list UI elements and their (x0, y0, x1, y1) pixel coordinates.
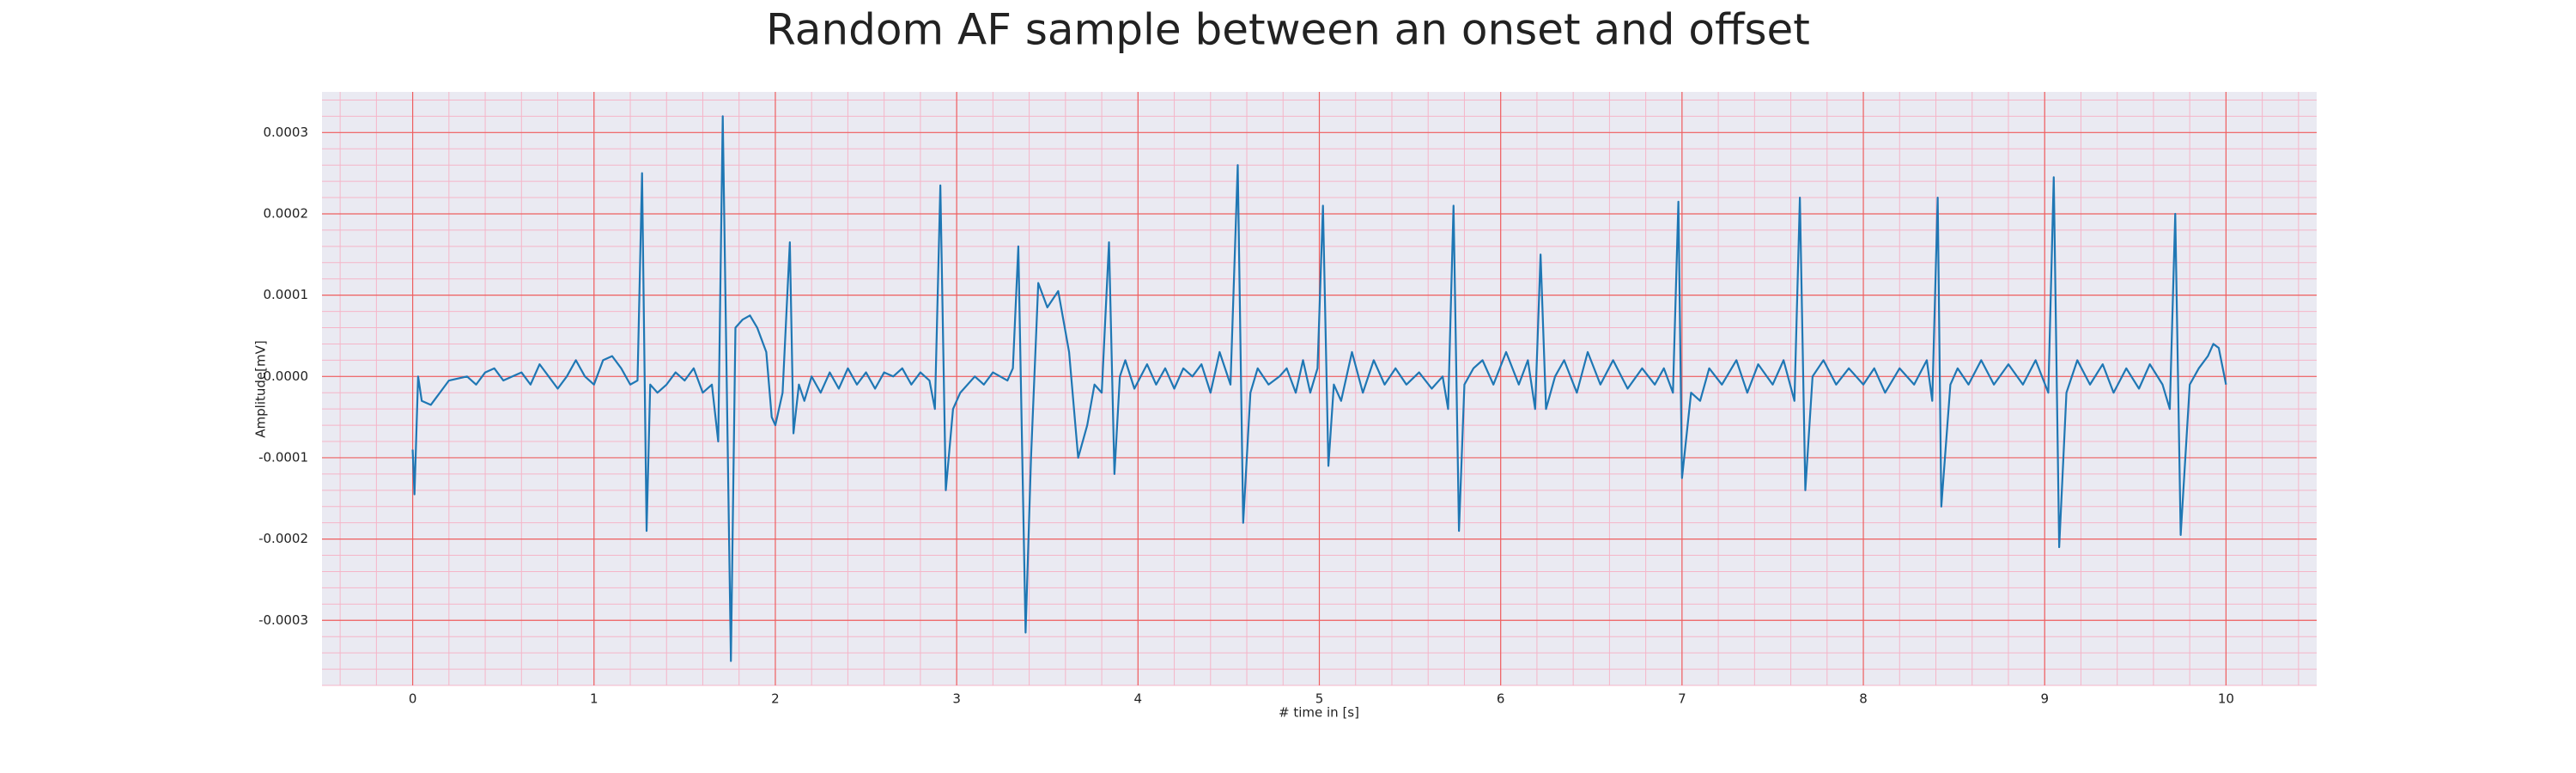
y-tick-label: 0.0003 (264, 125, 309, 140)
x-tick-label: 0 (409, 691, 417, 707)
signal-line (411, 115, 2227, 662)
x-tick-label: 6 (1497, 691, 1505, 707)
x-tick-label: 4 (1134, 691, 1143, 707)
y-tick-label: 0.0001 (264, 287, 309, 302)
x-tick-label: 8 (1859, 691, 1868, 707)
x-axis-label: # time in [s] (1279, 705, 1359, 721)
x-tick-label: 10 (2218, 691, 2234, 707)
y-tick-label: 0.0002 (264, 205, 309, 221)
x-tick-label: 2 (771, 691, 780, 707)
x-tick-label: 1 (590, 691, 598, 707)
x-tick-label: 3 (952, 691, 961, 707)
y-tick-label: -0.0003 (258, 612, 308, 628)
y-tick-label: 0.0000 (264, 368, 309, 384)
y-axis-label: Amplitude[mV] (253, 340, 269, 437)
x-tick-label: 9 (2040, 691, 2049, 707)
x-tick-label: 7 (1678, 691, 1686, 707)
chart-title: Random AF sample between an onset and of… (766, 5, 1810, 55)
plot-area (322, 92, 2317, 686)
y-tick-label: -0.0001 (258, 449, 308, 465)
x-tick-label: 5 (1315, 691, 1324, 707)
y-tick-label: -0.0002 (258, 531, 308, 546)
